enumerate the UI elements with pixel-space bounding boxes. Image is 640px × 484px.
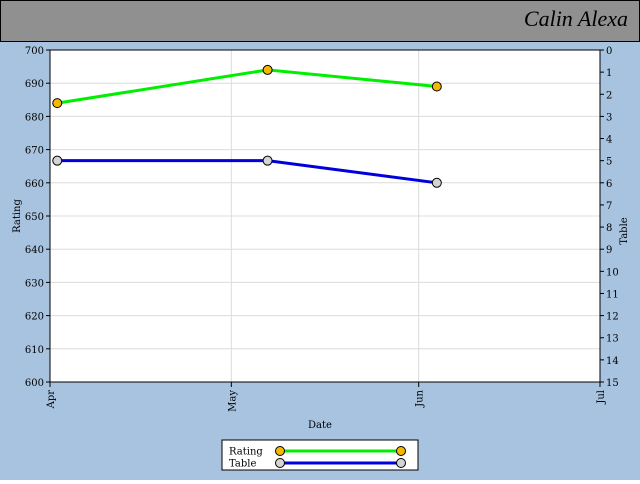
y2-tick-label: 8 bbox=[606, 223, 612, 234]
y2-tick-label: 14 bbox=[606, 356, 619, 367]
data-point bbox=[52, 155, 63, 166]
y-tick-label: 680 bbox=[25, 112, 44, 123]
legend-label: Table bbox=[229, 459, 256, 470]
chart-title: Calin Alexa bbox=[524, 6, 628, 31]
y-tick-label: 640 bbox=[25, 245, 44, 256]
y2-tick-label: 6 bbox=[606, 179, 612, 190]
y2-tick-label: 3 bbox=[606, 112, 612, 123]
y-tick-label: 600 bbox=[25, 378, 44, 389]
y-tick-label: 630 bbox=[25, 278, 44, 289]
y-tick-label: 690 bbox=[25, 79, 44, 90]
data-point bbox=[262, 155, 273, 166]
legend-label: Rating bbox=[229, 447, 263, 458]
legend-marker bbox=[275, 446, 285, 456]
x-tick-label: Jul bbox=[596, 390, 607, 405]
y2-tick-label: 10 bbox=[606, 267, 619, 278]
data-point bbox=[431, 81, 442, 92]
y2-tick-label: 7 bbox=[606, 201, 612, 212]
legend-marker bbox=[396, 446, 406, 456]
y-tick-label: 610 bbox=[25, 345, 44, 356]
y-tick-label: 670 bbox=[25, 146, 44, 157]
y2-tick-label: 0 bbox=[606, 46, 612, 57]
y2-tick-label: 2 bbox=[606, 90, 612, 101]
y-tick-label: 620 bbox=[25, 312, 44, 323]
y-tick-label: 700 bbox=[25, 46, 44, 57]
header bbox=[0, 0, 640, 42]
legend-marker bbox=[396, 458, 406, 468]
y2-tick-label: 12 bbox=[606, 312, 619, 323]
y2-tick-label: 11 bbox=[606, 289, 619, 300]
y2-tick-label: 13 bbox=[606, 334, 619, 345]
y-tick-label: 650 bbox=[25, 212, 44, 223]
y-tick-label: 660 bbox=[25, 179, 44, 190]
x-tick-label: May bbox=[227, 390, 238, 412]
y2-tick-label: 5 bbox=[606, 157, 612, 168]
legend bbox=[221, 439, 419, 471]
x-axis-label: Date bbox=[308, 420, 332, 431]
data-point bbox=[52, 98, 63, 109]
y2-tick-label: 9 bbox=[606, 245, 612, 256]
x-tick-label: Apr bbox=[46, 390, 57, 410]
y-axis-label: Rating bbox=[12, 199, 23, 233]
y2-tick-label: 4 bbox=[606, 135, 612, 146]
legend-marker bbox=[275, 458, 285, 468]
x-tick-label: Jun bbox=[415, 389, 426, 407]
y2-tick-label: 15 bbox=[606, 378, 619, 389]
y2-tick-label: 1 bbox=[606, 68, 612, 79]
y2-axis-label: Table bbox=[619, 217, 630, 244]
data-point bbox=[262, 64, 273, 75]
data-point bbox=[431, 177, 442, 188]
